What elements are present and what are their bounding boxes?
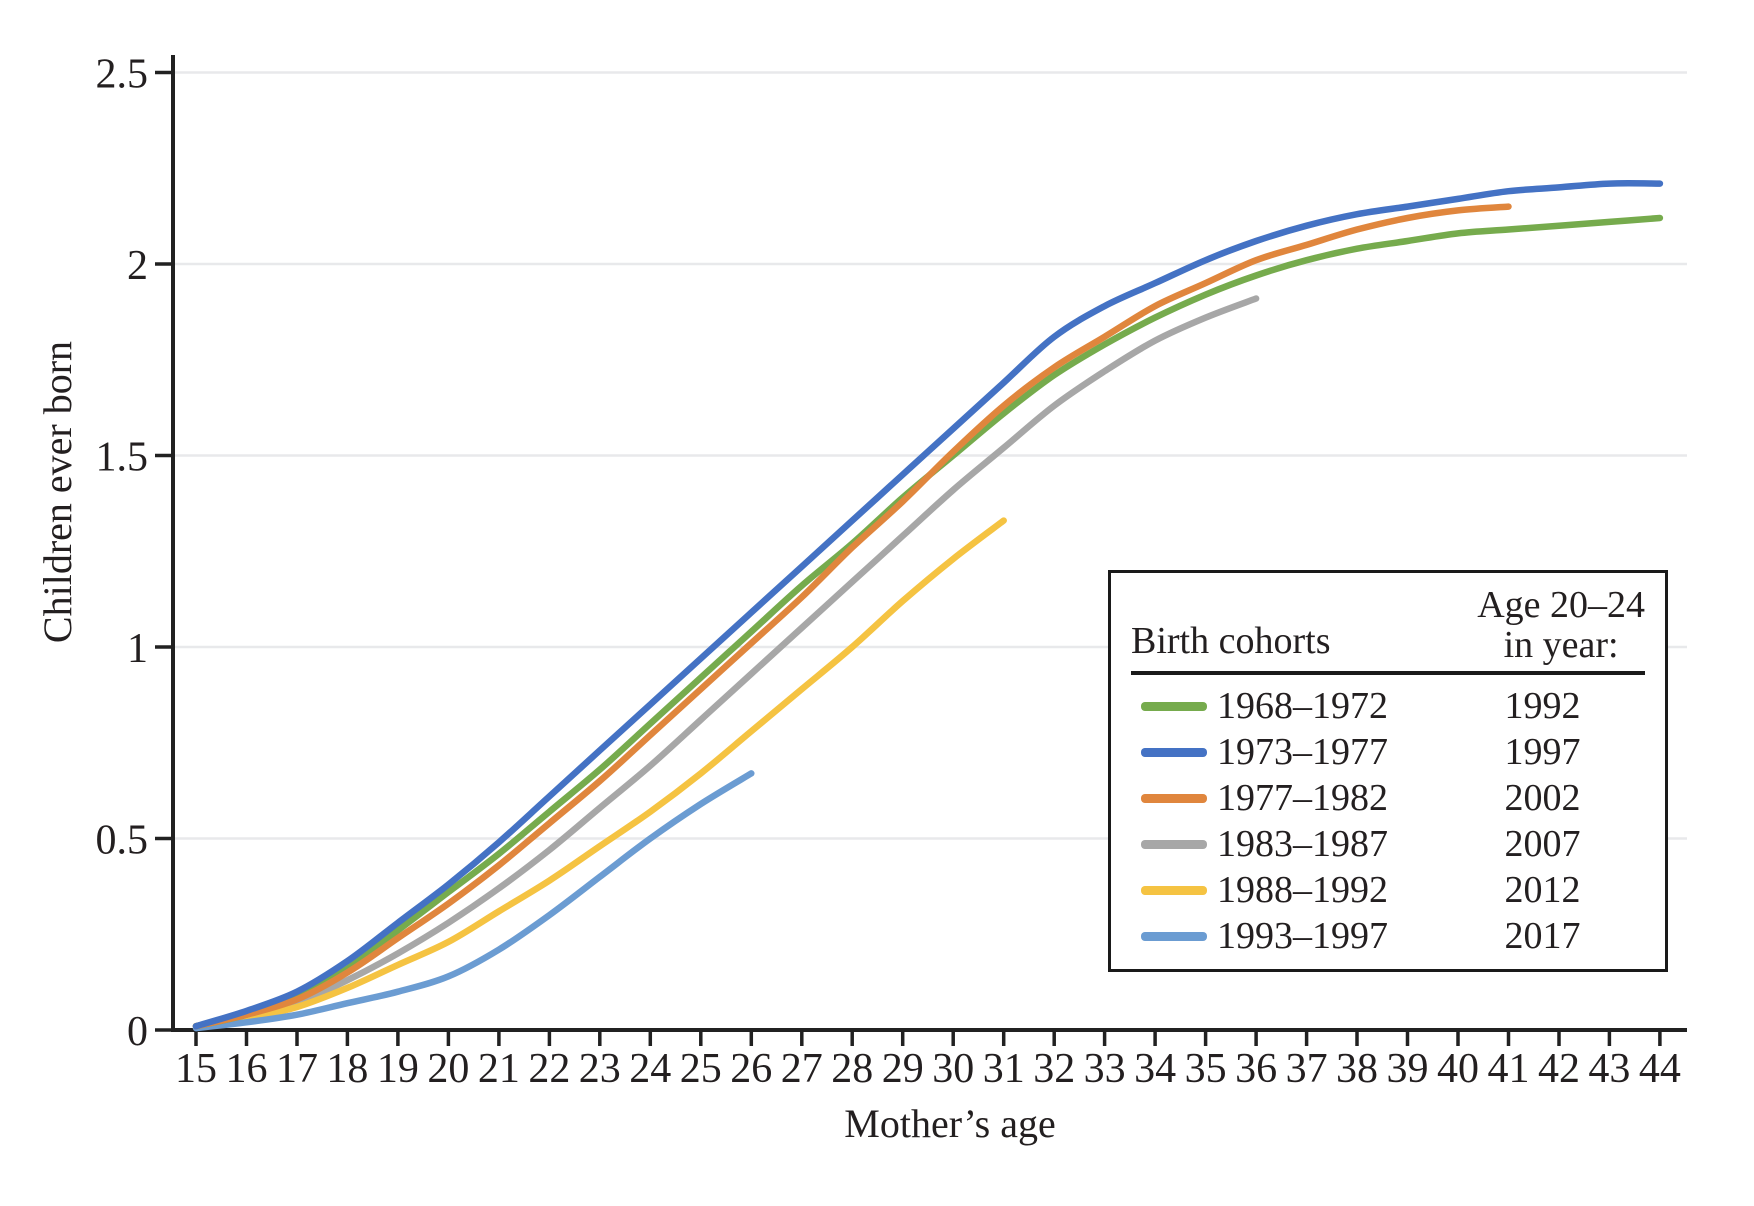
legend-col2-header: Age 20–24 in year: — [1477, 585, 1645, 665]
x-tick-label: 38 — [1336, 1046, 1378, 1092]
series-line-1983-1987 — [192, 295, 1260, 1030]
legend-header: Birth cohorts Age 20–24 in year: — [1131, 585, 1645, 665]
x-tick-label: 44 — [1639, 1046, 1681, 1092]
legend-cohort-label: 1993–1997 — [1217, 915, 1388, 957]
legend-year-value: 2007 — [1504, 823, 1581, 865]
x-tick-label: 15 — [175, 1046, 217, 1092]
series-line-1973-1977 — [192, 180, 1664, 1030]
series-color-swatch — [1141, 885, 1207, 895]
x-tick-label: 24 — [629, 1046, 671, 1092]
x-tick-label: 21 — [478, 1046, 520, 1092]
legend-col2-header-line2: in year: — [1503, 624, 1619, 666]
x-tick-label: 20 — [427, 1046, 469, 1092]
x-tick-label: 18 — [326, 1046, 368, 1092]
series-color-swatch — [1141, 793, 1207, 803]
x-tick-label: 26 — [730, 1046, 772, 1092]
x-tick-label: 41 — [1488, 1046, 1530, 1092]
legend-row: 1968–1972 1992 — [1131, 683, 1645, 729]
y-tick-label: 0.5 — [96, 818, 149, 864]
x-tick-label: 30 — [932, 1046, 974, 1092]
series-color-swatch — [1141, 701, 1207, 711]
legend-divider — [1131, 671, 1645, 675]
y-axis-title: Children ever born — [35, 340, 80, 644]
legend-box: Birth cohorts Age 20–24 in year: 1968–19… — [1108, 570, 1668, 972]
series-color-swatch — [1141, 747, 1207, 757]
x-tick-label: 23 — [579, 1046, 621, 1092]
series-line-1993-1997 — [192, 770, 755, 1032]
x-tick-label: 19 — [377, 1046, 419, 1092]
y-tick-label: 1.5 — [96, 435, 149, 481]
x-tick-label: 16 — [226, 1046, 268, 1092]
series-color-swatch — [1141, 931, 1207, 941]
x-tick-label: 22 — [528, 1046, 570, 1092]
legend-year-value: 2012 — [1504, 869, 1581, 911]
series-color-swatch — [1141, 839, 1207, 849]
y-tick-label: 1 — [127, 626, 148, 672]
legend-col2-header-line1: Age 20–24 — [1477, 584, 1645, 626]
x-tick-label: 40 — [1437, 1046, 1479, 1092]
y-tick-label: 0 — [127, 1009, 148, 1055]
legend-row: 1973–1977 1997 — [1131, 729, 1645, 775]
x-tick-label: 29 — [882, 1046, 924, 1092]
legend-cohort-label: 1973–1977 — [1217, 731, 1388, 773]
legend-cohort-label: 1968–1972 — [1217, 685, 1388, 727]
x-tick-label: 27 — [781, 1046, 823, 1092]
legend-col1-header: Birth cohorts — [1131, 620, 1331, 662]
legend-cohort-label: 1988–1992 — [1217, 869, 1388, 911]
x-tick-label: 31 — [983, 1046, 1025, 1092]
y-tick-label: 2.5 — [96, 52, 149, 98]
x-tick-label: 17 — [276, 1046, 318, 1092]
x-axis-title: Mother’s age — [844, 1101, 1056, 1146]
legend-cohort-label: 1983–1987 — [1217, 823, 1388, 865]
x-tick-label: 43 — [1588, 1046, 1630, 1092]
series-line-1988-1992 — [192, 517, 1007, 1030]
legend-cohort-label: 1977–1982 — [1217, 777, 1388, 819]
x-tick-label: 39 — [1387, 1046, 1429, 1092]
y-tick-label: 2 — [127, 243, 148, 289]
legend-year-value: 1992 — [1504, 685, 1581, 727]
legend-year-value: 2017 — [1504, 915, 1581, 957]
x-tick-label: 34 — [1134, 1046, 1176, 1092]
legend-row: 1977–1982 2002 — [1131, 775, 1645, 821]
x-tick-label: 36 — [1235, 1046, 1277, 1092]
legend-year-value: 2002 — [1504, 777, 1581, 819]
x-tick-label: 28 — [831, 1046, 873, 1092]
legend-row: 1988–1992 2012 — [1131, 867, 1645, 913]
x-tick-label: 42 — [1538, 1046, 1580, 1092]
x-tick-label: 33 — [1084, 1046, 1126, 1092]
x-tick-label: 32 — [1033, 1046, 1075, 1092]
x-tick-label: 37 — [1286, 1046, 1328, 1092]
x-tick-label: 35 — [1185, 1046, 1227, 1092]
legend-row: 1993–1997 2017 — [1131, 913, 1645, 959]
legend-rows: 1968–1972 1992 1973–1977 1997 1977–1982 2002 1… — [1131, 683, 1645, 959]
legend-row: 1983–1987 2007 — [1131, 821, 1645, 867]
series-line-1977-1982 — [192, 203, 1512, 1030]
legend-year-value: 1997 — [1504, 731, 1581, 773]
x-tick-label: 25 — [680, 1046, 722, 1092]
